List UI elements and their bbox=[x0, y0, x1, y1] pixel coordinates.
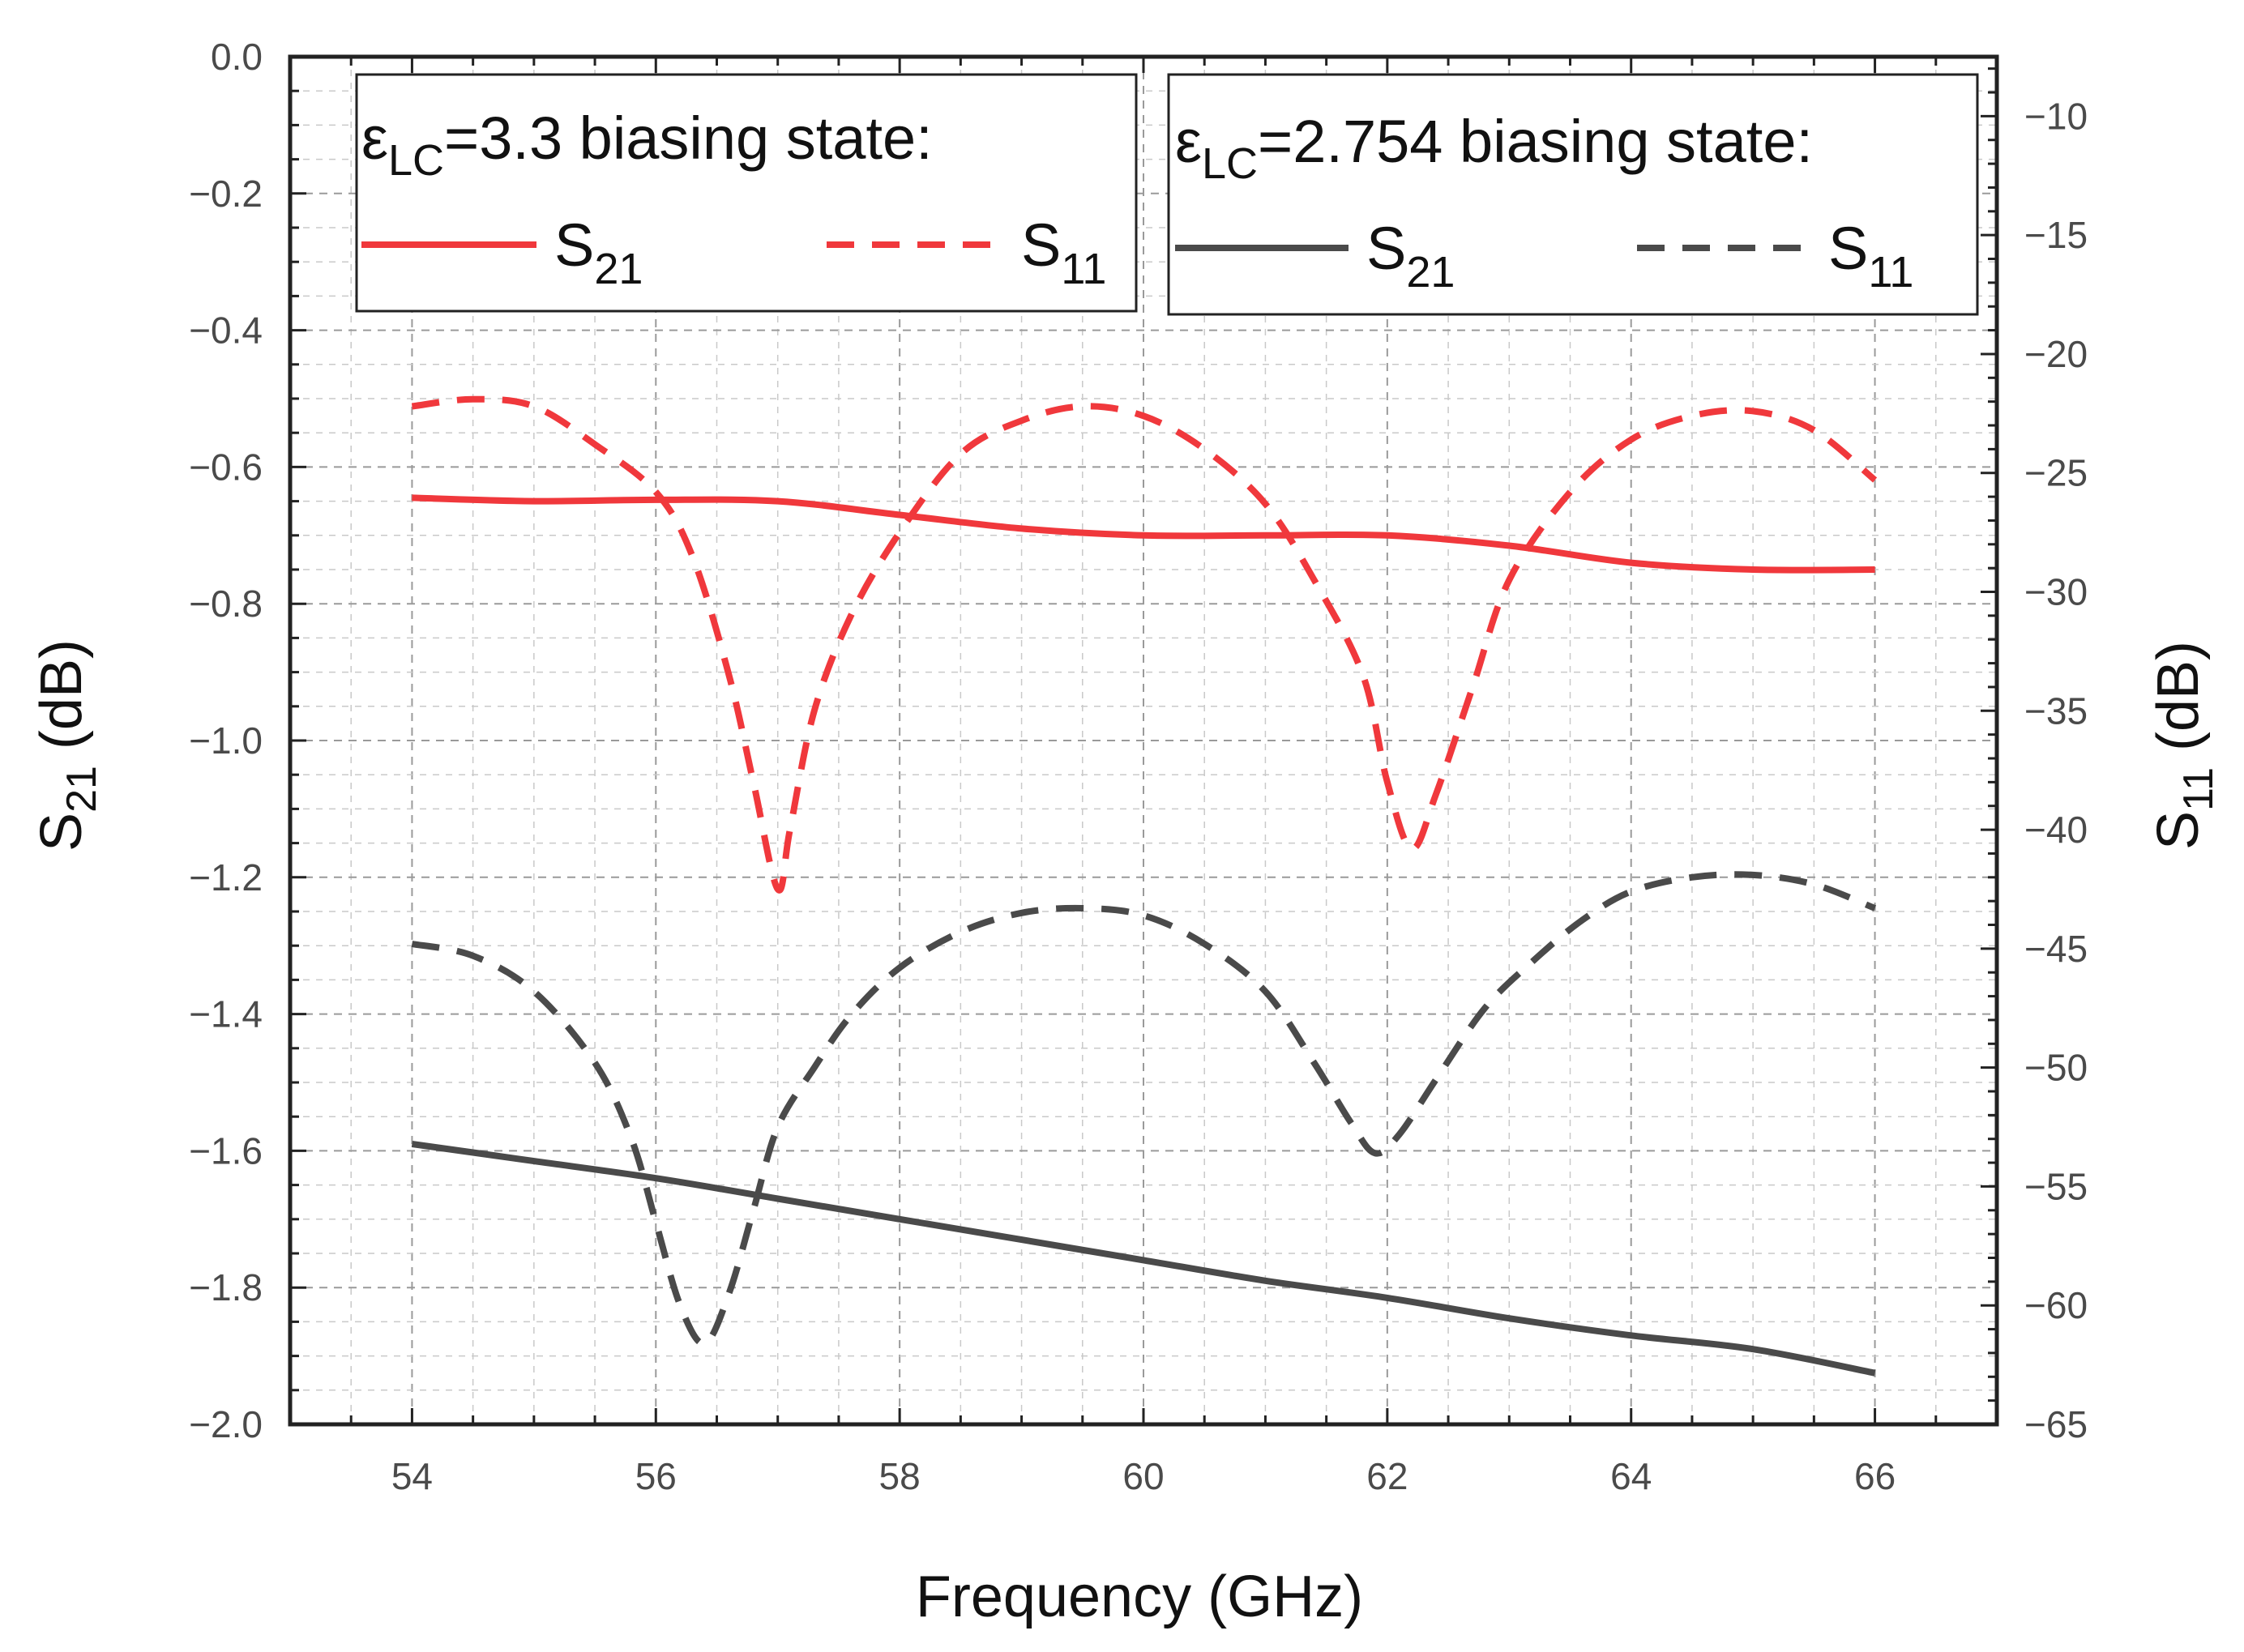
y-right-tick-label: −45 bbox=[2024, 928, 2088, 970]
legend-label-3-3-s11: S11 bbox=[1021, 211, 1106, 293]
y-right-tick-label: −60 bbox=[2024, 1284, 2088, 1326]
y-right-tick-label: −55 bbox=[2024, 1165, 2088, 1207]
y-left-tick-label: 0.0 bbox=[211, 36, 263, 78]
tick-marks bbox=[289, 55, 1998, 1426]
x-tick-label: 66 bbox=[1854, 1455, 1896, 1497]
y-left-tick-label: −0.6 bbox=[189, 446, 263, 488]
legend-state-3-3: εLC=3.3 biasing state: S21 S11 bbox=[355, 73, 1138, 313]
x-tick-label: 56 bbox=[635, 1455, 677, 1497]
legend-state-2-754: εLC=2.754 biasing state: S21 S11 bbox=[1167, 73, 1979, 316]
y-left-tick-label: −1.6 bbox=[189, 1129, 263, 1172]
legend-title-2-754-symbol: ε bbox=[1175, 108, 1202, 175]
series-line-s21-2-754 bbox=[411, 1141, 1876, 1377]
legend-title-3-3-symbol: ε bbox=[361, 105, 388, 172]
legend-label-3-3-s21-sub: 21 bbox=[594, 245, 643, 293]
legend-label-2-754-s11-sub: 11 bbox=[1868, 248, 1913, 297]
y-left-tick-label: −0.2 bbox=[189, 173, 263, 215]
legend-label-2-754-s21: S21 bbox=[1366, 215, 1455, 297]
legend-label-2-754-s11-main: S bbox=[1828, 215, 1868, 282]
y-left-tick-label: −2.0 bbox=[189, 1403, 263, 1445]
legend-label-3-3-s11-main: S bbox=[1021, 211, 1061, 279]
y-left-title-main: S bbox=[29, 813, 94, 852]
x-axis-title: Frequency (GHz) bbox=[916, 1564, 1363, 1629]
y-left-tick-label: −1.0 bbox=[189, 719, 263, 762]
legend-title-3-3-sub: LC bbox=[388, 136, 444, 185]
y-right-tick-label: −20 bbox=[2024, 333, 2088, 375]
x-tick-labels: 54 56 58 60 62 64 66 bbox=[391, 1455, 1896, 1497]
y-left-tick-label: −1.4 bbox=[189, 993, 263, 1035]
y-right-tick-label: −50 bbox=[2024, 1047, 2088, 1089]
series-line-s21-3-3 bbox=[412, 494, 1875, 574]
y-right-tick-label: −30 bbox=[2024, 571, 2088, 613]
legend-label-3-3-s11-sub: 11 bbox=[1061, 245, 1106, 293]
x-tick-label: 64 bbox=[1610, 1455, 1652, 1497]
series-line-s11-2-754 bbox=[411, 871, 1877, 1347]
legend-label-2-754-s11: S11 bbox=[1828, 215, 1913, 297]
y-left-title-unit: (dB) bbox=[29, 639, 94, 766]
legend-title-3-3: εLC=3.3 biasing state: bbox=[361, 105, 933, 185]
legend-label-2-754-s21-main: S bbox=[1366, 215, 1406, 282]
y-right-tick-label: −40 bbox=[2024, 809, 2088, 851]
y-right-title-sub: 11 bbox=[2175, 767, 2222, 811]
y-right-axis-title: S11 (dB) bbox=[2146, 641, 2222, 850]
x-tick-label: 60 bbox=[1122, 1455, 1164, 1497]
x-tick-label: 62 bbox=[1366, 1455, 1408, 1497]
legend-title-2-754-rest: =2.754 biasing state: bbox=[1258, 108, 1813, 175]
x-tick-label: 54 bbox=[391, 1455, 433, 1497]
y-left-tick-labels: 0.0 −0.2 −0.4 −0.6 −0.8 −1.0 −1.2 −1.4 −1.6 −1.8 −… bbox=[189, 36, 263, 1445]
y-right-tick-label: −10 bbox=[2024, 95, 2088, 137]
y-right-tick-labels: −10 −15 −20 −25 −30 −35 −40 −45 −50 −55 −60 −65 bbox=[2024, 95, 2088, 1445]
y-right-title-main: S bbox=[2146, 811, 2211, 850]
y-right-tick-label: −65 bbox=[2024, 1403, 2088, 1445]
legend-label-3-3-s21-main: S bbox=[554, 211, 594, 279]
legend-title-2-754: εLC=2.754 biasing state: bbox=[1175, 108, 1813, 188]
y-left-title-sub: 21 bbox=[58, 766, 105, 813]
y-left-tick-label: −1.2 bbox=[189, 856, 263, 899]
y-left-axis-title: S21 (dB) bbox=[29, 639, 105, 852]
legend-title-2-754-sub: LC bbox=[1202, 139, 1258, 188]
y-left-tick-label: −1.8 bbox=[189, 1266, 263, 1308]
y-left-tick-label: −0.4 bbox=[189, 309, 263, 352]
y-right-title-unit: (dB) bbox=[2146, 641, 2211, 767]
x-tick-label: 58 bbox=[879, 1455, 921, 1497]
y-left-tick-label: −0.8 bbox=[189, 583, 263, 625]
series-layer bbox=[411, 395, 1878, 1377]
legend-label-2-754-s21-sub: 21 bbox=[1406, 248, 1455, 297]
legend-title-3-3-rest: =3.3 biasing state: bbox=[444, 105, 933, 172]
y-right-tick-label: −15 bbox=[2024, 214, 2088, 256]
legend-box-3-3 bbox=[355, 73, 1138, 313]
legend-box-2-754 bbox=[1167, 73, 1979, 316]
y-right-tick-label: −35 bbox=[2024, 689, 2088, 732]
series-line-s11-3-3 bbox=[411, 395, 1878, 894]
y-right-tick-label: −25 bbox=[2024, 452, 2088, 494]
legend-label-3-3-s21: S21 bbox=[554, 211, 643, 293]
